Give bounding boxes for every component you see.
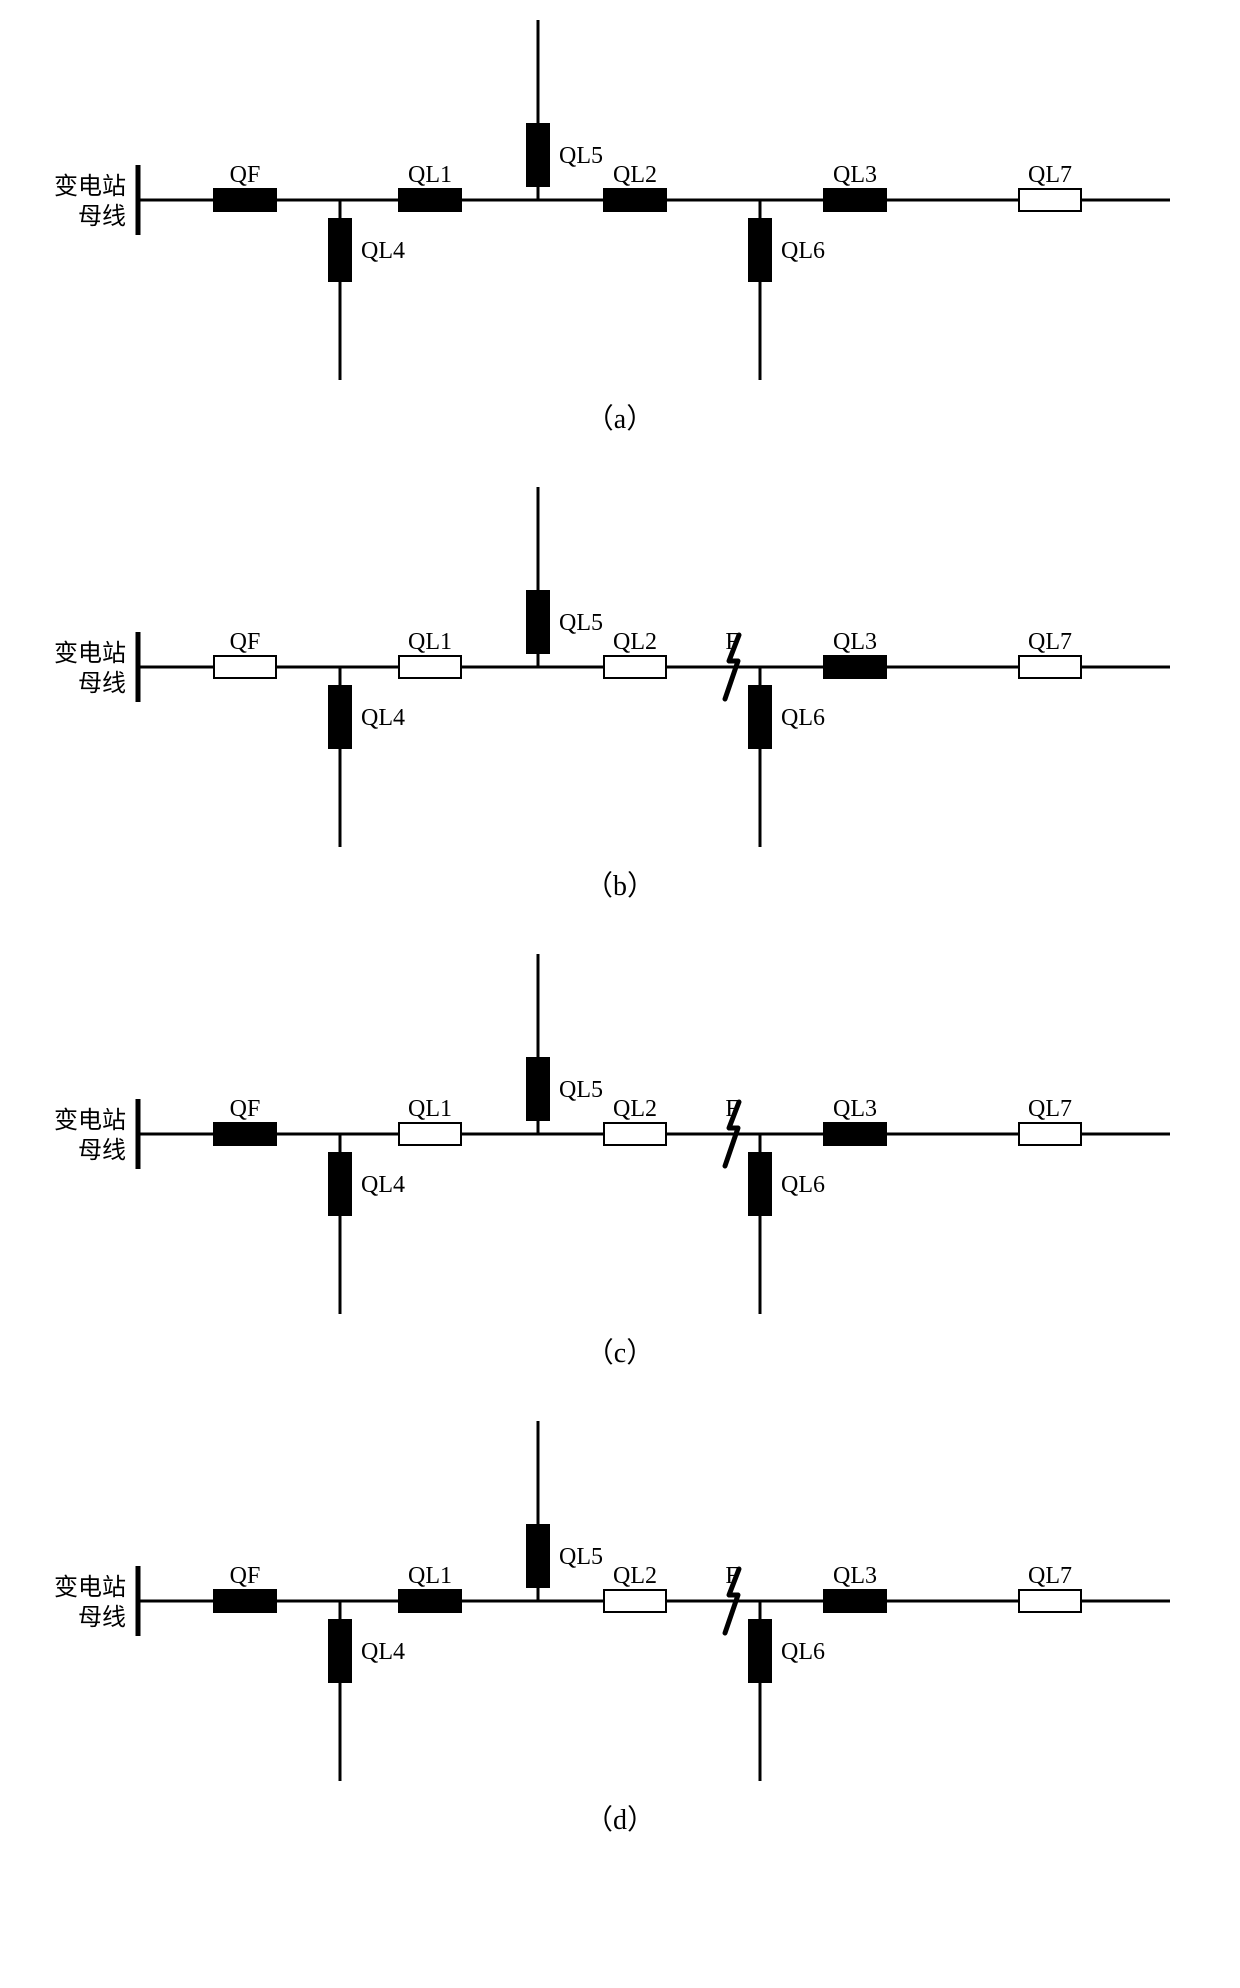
bus-label-l1: 变电站 [54,640,126,667]
label-QL4: QL4 [361,705,405,731]
switch-QL6 [749,1620,771,1682]
switch-QL7 [1019,656,1081,678]
label-QL2: QL2 [613,629,657,655]
label-QL7: QL7 [1028,1563,1072,1589]
label-QL5: QL5 [559,610,603,636]
label-QF: QF [230,1096,261,1122]
switch-QL2 [604,656,666,678]
switch-QL5 [527,1525,549,1587]
switch-QL4 [329,1153,351,1215]
label-QL1: QL1 [408,1096,452,1122]
switch-QL5 [527,1058,549,1120]
bus-label-l2: 母线 [78,1604,126,1631]
label-QL7: QL7 [1028,1096,1072,1122]
switch-QL3 [824,656,886,678]
label-fault: F [725,1563,738,1589]
switch-QL4 [329,1620,351,1682]
bus-label-l2: 母线 [78,670,126,697]
label-QL5: QL5 [559,1077,603,1103]
label-QL2: QL2 [613,1096,657,1122]
switch-QL3 [824,1590,886,1612]
switch-QL1 [399,189,461,211]
label-QL5: QL5 [559,143,603,169]
switch-QL7 [1019,189,1081,211]
label-QL1: QL1 [408,162,452,188]
switch-QF [214,1123,276,1145]
label-QL2: QL2 [613,1563,657,1589]
switch-QL6 [749,1153,771,1215]
label-QL6: QL6 [781,1639,825,1665]
panel-caption: （d） [40,1788,1200,1858]
label-QL3: QL3 [833,1563,877,1589]
bus-label-l1: 变电站 [54,1107,126,1134]
switch-QL3 [824,1123,886,1145]
label-QL7: QL7 [1028,629,1072,655]
label-QL3: QL3 [833,629,877,655]
label-QF: QF [230,162,261,188]
switch-QL4 [329,686,351,748]
switch-QL1 [399,1590,461,1612]
panel-caption: （c） [40,1321,1200,1391]
switch-QL1 [399,1123,461,1145]
panel-caption: （a） [40,387,1200,457]
switch-QL2 [604,1590,666,1612]
circuit-svg: 变电站母线 QF QL1 QL2 QL3 QL7 QL4 QL5 QL6 F [40,487,1200,847]
label-QL7: QL7 [1028,162,1072,188]
switch-QL5 [527,124,549,186]
label-fault: F [725,629,738,655]
label-QL6: QL6 [781,1172,825,1198]
label-QL1: QL1 [408,1563,452,1589]
diagram-panel: 变电站母线 QF QL1 QL2 QL3 QL7 QL4 QL5 QL6 F （b） [0,467,1240,934]
label-QL6: QL6 [781,238,825,264]
switch-QF [214,189,276,211]
switch-QL6 [749,686,771,748]
label-QL6: QL6 [781,705,825,731]
diagram-panel: 变电站母线 QF QL1 QL2 QL3 QL7 QL4 QL5 QL6 （a） [0,0,1240,467]
label-QL1: QL1 [408,629,452,655]
label-QL2: QL2 [613,162,657,188]
diagram-panel: 变电站母线 QF QL1 QL2 QL3 QL7 QL4 QL5 QL6 F （c） [0,934,1240,1401]
label-fault: F [725,1096,738,1122]
switch-QL2 [604,1123,666,1145]
circuit-svg: 变电站母线 QF QL1 QL2 QL3 QL7 QL4 QL5 QL6 [40,20,1200,380]
switch-QL7 [1019,1590,1081,1612]
label-QL3: QL3 [833,162,877,188]
diagram-panel: 变电站母线 QF QL1 QL2 QL3 QL7 QL4 QL5 QL6 F （d） [0,1401,1240,1868]
switch-QL3 [824,189,886,211]
switch-QL4 [329,219,351,281]
bus-label-l2: 母线 [78,1137,126,1164]
switch-QL7 [1019,1123,1081,1145]
switch-QF [214,1590,276,1612]
panel-caption: （b） [40,854,1200,924]
switch-QL1 [399,656,461,678]
switch-QL2 [604,189,666,211]
circuit-svg: 变电站母线 QF QL1 QL2 QL3 QL7 QL4 QL5 QL6 F [40,1421,1200,1781]
label-QL5: QL5 [559,1544,603,1570]
bus-label-l1: 变电站 [54,173,126,200]
label-QL3: QL3 [833,1096,877,1122]
switch-QF [214,656,276,678]
switch-QL6 [749,219,771,281]
bus-label-l2: 母线 [78,203,126,230]
label-QL4: QL4 [361,238,405,264]
label-QL4: QL4 [361,1172,405,1198]
bus-label-l1: 变电站 [54,1574,126,1601]
switch-QL5 [527,591,549,653]
label-QF: QF [230,1563,261,1589]
label-QL4: QL4 [361,1639,405,1665]
label-QF: QF [230,629,261,655]
circuit-svg: 变电站母线 QF QL1 QL2 QL3 QL7 QL4 QL5 QL6 F [40,954,1200,1314]
